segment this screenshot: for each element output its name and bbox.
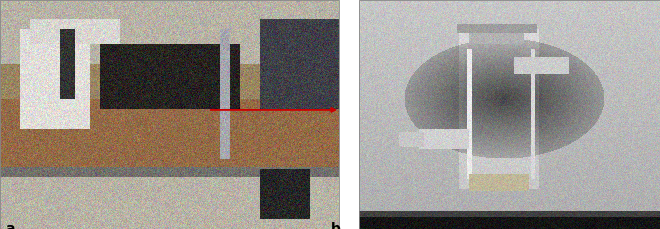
Text: b: b [331,222,341,229]
Bar [0,0,339,229]
Text: a: a [5,222,15,229]
Bar [359,0,660,229]
